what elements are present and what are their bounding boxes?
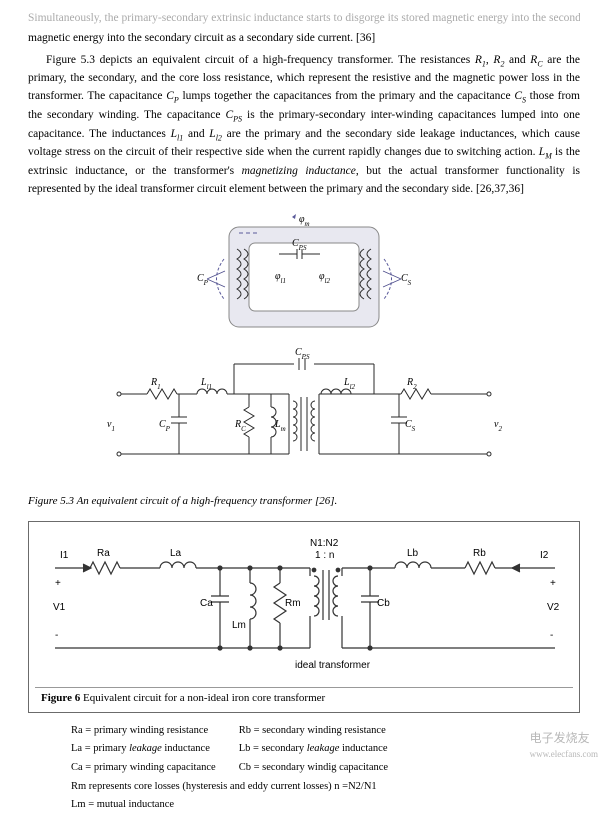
svg-text:Ca: Ca (200, 598, 213, 609)
svg-text:1 : n: 1 : n (315, 550, 334, 561)
svg-text:R1: R1 (150, 377, 161, 391)
svg-text:Rb: Rb (473, 548, 486, 559)
svg-text:+: + (550, 578, 556, 589)
figure-5-3-caption: Figure 5.3 An equivalent circuit of a hi… (28, 495, 580, 507)
svg-text:-: - (550, 630, 553, 641)
svg-text:φm: φm (299, 214, 310, 228)
svg-text:CP: CP (159, 419, 171, 433)
svg-text:Ra: Ra (97, 548, 110, 559)
svg-text:-: - (55, 630, 58, 641)
svg-text:v2: v2 (494, 419, 502, 433)
svg-text:ideal transformer: ideal transformer (295, 660, 371, 671)
figure-6: I1 Ra La Ca (28, 521, 580, 713)
svg-text:RC: RC (234, 419, 246, 433)
legend-table: Ra = primary winding resistance Rb = sec… (68, 721, 410, 816)
main-paragraph: Figure 5.3 depicts an equivalent circuit… (28, 52, 580, 199)
watermark: 电子发烧友 www.elecfans.com (530, 729, 598, 761)
svg-text:+: + (55, 578, 61, 589)
svg-text:N1:N2: N1:N2 (310, 538, 339, 549)
svg-text:v1: v1 (107, 419, 115, 433)
svg-text:V2: V2 (547, 602, 560, 613)
svg-text:Lb: Lb (407, 548, 419, 559)
svg-text:Cb: Cb (377, 598, 390, 609)
svg-text:I2: I2 (540, 550, 549, 561)
svg-text:Rm: Rm (285, 598, 301, 609)
svg-text:CPS: CPS (295, 347, 310, 361)
svg-text:Lm: Lm (232, 620, 246, 631)
svg-text:CS: CS (401, 273, 412, 287)
para-continuation: magnetic energy into the secondary circu… (28, 30, 580, 48)
svg-text:CS: CS (405, 419, 416, 433)
svg-text:I1: I1 (60, 550, 69, 561)
svg-text:V1: V1 (53, 602, 66, 613)
svg-text:R2: R2 (406, 377, 417, 391)
figure-6-caption: Figure 6 Equivalent circuit for a non-id… (35, 687, 573, 706)
svg-text:CP: CP (197, 273, 209, 287)
cutoff-line: Simultaneously, the primary-secondary ex… (28, 10, 580, 28)
figure-5-3: φm φl1 φl2 CPS C (28, 209, 580, 489)
svg-text:La: La (170, 548, 182, 559)
